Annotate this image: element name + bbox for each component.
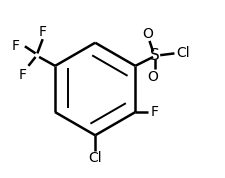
Text: S: S	[149, 48, 159, 63]
Text: F: F	[150, 105, 158, 119]
Text: O: O	[142, 27, 153, 41]
Text: Cl: Cl	[88, 151, 101, 165]
Text: Cl: Cl	[176, 46, 189, 60]
Text: F: F	[38, 25, 46, 39]
Text: F: F	[19, 68, 27, 82]
Text: O: O	[147, 70, 158, 83]
Text: F: F	[12, 39, 20, 53]
